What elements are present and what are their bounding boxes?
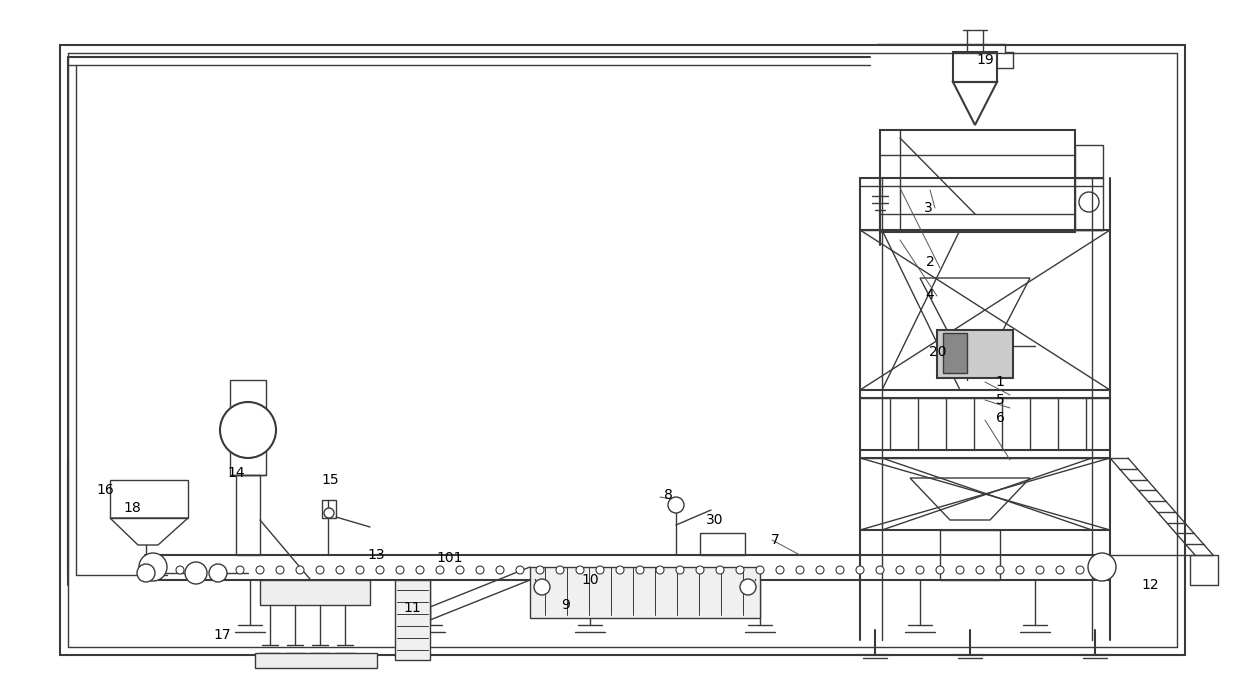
Circle shape (796, 566, 804, 574)
Circle shape (277, 566, 284, 574)
Circle shape (756, 566, 764, 574)
Text: 13: 13 (367, 548, 384, 562)
Circle shape (1076, 566, 1084, 574)
Bar (396, 580, 430, 660)
Circle shape (956, 566, 963, 574)
Circle shape (336, 566, 343, 574)
Circle shape (534, 579, 551, 595)
Circle shape (415, 566, 424, 574)
Circle shape (296, 566, 304, 574)
Circle shape (396, 566, 404, 574)
Circle shape (436, 566, 444, 574)
Text: 19: 19 (976, 53, 994, 67)
Circle shape (1056, 566, 1064, 574)
Text: 1: 1 (996, 375, 1004, 389)
Circle shape (656, 566, 663, 574)
Text: 3: 3 (924, 201, 932, 215)
Circle shape (776, 566, 784, 574)
Text: 14: 14 (227, 466, 244, 480)
Text: 18: 18 (123, 501, 141, 515)
Bar (529, 567, 760, 618)
Bar (236, 475, 260, 555)
Circle shape (556, 566, 564, 574)
Circle shape (316, 566, 324, 574)
Circle shape (1016, 566, 1024, 574)
Circle shape (210, 564, 227, 582)
Text: 30: 30 (707, 513, 724, 527)
Text: 11: 11 (403, 601, 420, 615)
Text: 7: 7 (770, 533, 780, 547)
Circle shape (577, 566, 584, 574)
Circle shape (676, 566, 684, 574)
Bar (110, 480, 188, 518)
Circle shape (856, 566, 864, 574)
Circle shape (1035, 566, 1044, 574)
Circle shape (696, 566, 704, 574)
Bar (229, 380, 267, 475)
Circle shape (456, 566, 464, 574)
Circle shape (156, 566, 164, 574)
Circle shape (740, 579, 756, 595)
Circle shape (875, 566, 884, 574)
Circle shape (476, 566, 484, 574)
Bar (1190, 555, 1218, 585)
Bar (322, 500, 336, 518)
Circle shape (516, 566, 525, 574)
Circle shape (737, 566, 744, 574)
Circle shape (185, 562, 207, 584)
Bar (1075, 145, 1104, 230)
Circle shape (976, 566, 985, 574)
Bar (880, 130, 1075, 232)
Bar (954, 52, 997, 82)
Circle shape (356, 566, 365, 574)
Text: 12: 12 (1141, 578, 1159, 592)
Circle shape (324, 508, 334, 518)
Circle shape (536, 566, 544, 574)
Text: 4: 4 (925, 288, 935, 302)
Circle shape (216, 566, 224, 574)
Bar (940, 530, 999, 580)
Circle shape (136, 564, 155, 582)
Text: 5: 5 (996, 393, 1004, 407)
Bar (942, 333, 967, 373)
Text: 9: 9 (562, 598, 570, 612)
Circle shape (1087, 553, 1116, 581)
Circle shape (596, 566, 604, 574)
Circle shape (816, 566, 825, 574)
Circle shape (936, 566, 944, 574)
Text: 16: 16 (97, 483, 114, 497)
Text: 20: 20 (929, 345, 947, 359)
Text: 17: 17 (213, 628, 231, 642)
Circle shape (139, 553, 167, 581)
Bar (255, 653, 377, 668)
Circle shape (715, 566, 724, 574)
Circle shape (916, 566, 924, 574)
Text: 10: 10 (582, 573, 599, 587)
Circle shape (236, 566, 244, 574)
Circle shape (176, 566, 184, 574)
Circle shape (219, 402, 277, 458)
Text: 6: 6 (996, 411, 1004, 425)
Text: 15: 15 (321, 473, 339, 487)
Bar (260, 580, 370, 605)
Circle shape (636, 566, 644, 574)
Bar (937, 330, 1013, 378)
Circle shape (255, 566, 264, 574)
Circle shape (996, 566, 1004, 574)
Circle shape (496, 566, 503, 574)
Circle shape (668, 497, 684, 513)
Text: 8: 8 (663, 488, 672, 502)
Circle shape (196, 566, 205, 574)
Text: 2: 2 (925, 255, 935, 269)
Circle shape (376, 566, 384, 574)
Bar (701, 533, 745, 555)
Circle shape (616, 566, 624, 574)
Text: 101: 101 (436, 551, 464, 565)
Circle shape (836, 566, 844, 574)
Circle shape (897, 566, 904, 574)
